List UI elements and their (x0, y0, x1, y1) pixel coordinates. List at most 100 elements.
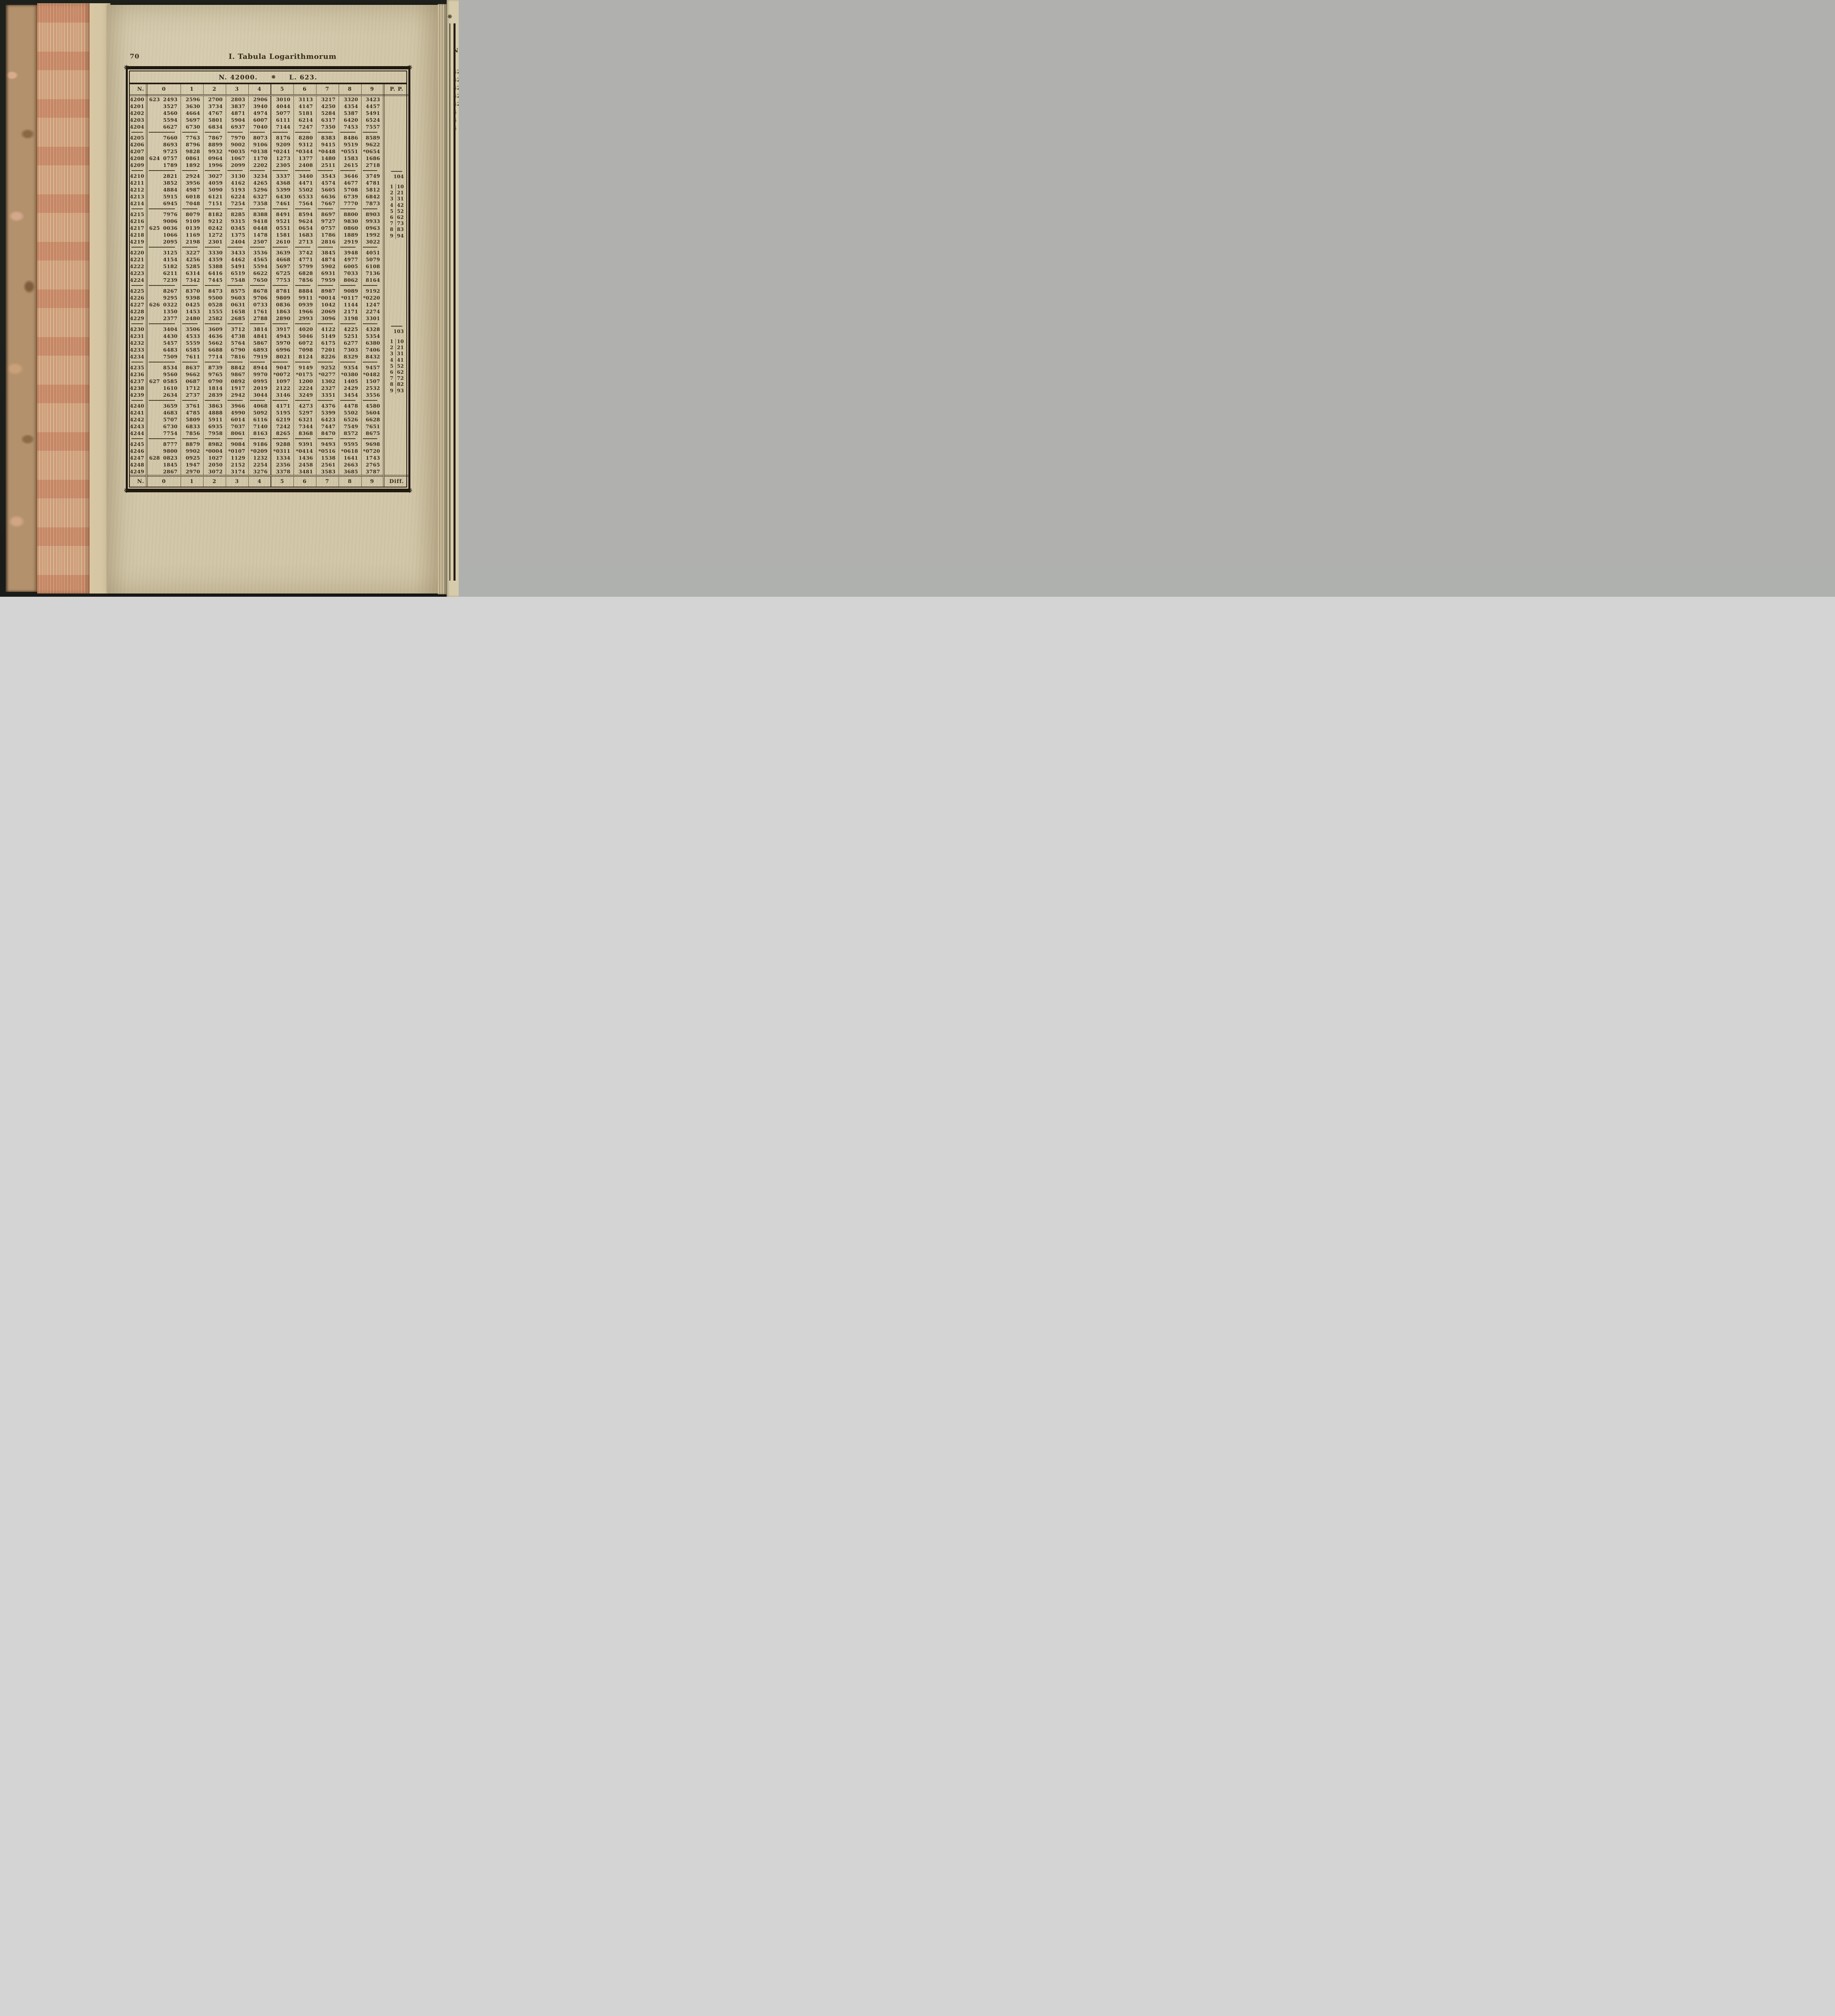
log-cell: *0516 (316, 448, 339, 454)
pp-part: 93 (397, 387, 404, 394)
running-title: I. Tabula Logarithmorum (229, 52, 337, 61)
log-cell: 7549 (339, 423, 362, 430)
log-cell: 1027 (203, 454, 226, 461)
log-cell: 0892 (226, 378, 249, 385)
table-row: 4217 625 0036 0139 0242 0345 0448 0551 0654 0757 0… (130, 225, 409, 231)
mantissa-prefix: 624 (149, 155, 160, 161)
log-cell: 7406 (361, 346, 385, 353)
log-cell: 4871 (226, 110, 249, 117)
log-cell: 1892 (181, 162, 204, 169)
pp-digit: 1 (385, 184, 396, 190)
log-cell: 4354 (339, 103, 362, 110)
log-cell: 2906 (248, 95, 271, 103)
log-cell: 1066 (147, 231, 181, 238)
log-cell: 3966 (226, 402, 249, 409)
log-cell: 2458 (293, 461, 316, 468)
table-row: 4213 5915 6018 6121 6224 6327 6430 6533 6636 6739… (130, 193, 409, 200)
log-cell: 1538 (316, 454, 339, 461)
column-footer-row: N. 0 1 2 3 4 5 6 7 8 9 Diff. (130, 475, 409, 487)
log-cell: 1375 (226, 231, 249, 238)
log-cell: 3712 (226, 326, 249, 333)
log-cell: 8594 (293, 211, 316, 218)
row-number: 4221 (130, 256, 148, 263)
table-row: 4235 8534 8637 8739 8842 8944 9047 9149 9252 9354… (130, 364, 409, 371)
log-cell: 9288 (271, 441, 294, 448)
log-cell: 7201 (316, 346, 339, 353)
log-cell: 0757 (316, 225, 339, 231)
row-number: 4234 (130, 353, 148, 360)
log-cell: 8265 (271, 430, 294, 437)
log-cell: 3454 (339, 392, 362, 398)
page-fore-edge-stripes (37, 3, 89, 594)
log-cell: 4225 (339, 326, 362, 333)
log-cell: 4668 (271, 256, 294, 263)
log-cell: 7254 (226, 200, 249, 207)
log-cell: 8575 (226, 287, 249, 294)
table-row: 4228 1350 1453 1555 1658 1761 1863 1966 2069 2171… (130, 308, 409, 315)
log-cell: *0117 (339, 294, 362, 301)
log-cell: 3440 (293, 173, 316, 179)
separator-dash (227, 170, 243, 171)
separator-dash (227, 132, 243, 133)
row-number: 4214 (130, 200, 148, 207)
log-cell: 7342 (181, 277, 204, 283)
log-cell: 4376 (316, 402, 339, 409)
log-cell: 627 0585 (147, 378, 181, 385)
log-cell: 7037 (226, 423, 249, 430)
log-cell: 8370 (181, 287, 204, 294)
log-cell: 9315 (226, 218, 249, 225)
row-number: 4233 (130, 346, 148, 353)
row-number: 4231 (130, 333, 148, 339)
separator-dash (149, 285, 175, 286)
footer-8: 8 (339, 475, 362, 487)
log-cell: 1350 (147, 308, 181, 315)
log-table: N. 0 1 2 3 4 5 6 7 8 9 P. P. (130, 84, 409, 487)
log-cell: 9295 (147, 294, 181, 301)
log-cell: 6739 (339, 193, 362, 200)
row-number: 4217 (130, 225, 148, 231)
pp-digit: 9 (385, 233, 396, 239)
log-cell: 2993 (293, 315, 316, 322)
pp-row: 6 62 (385, 215, 408, 221)
log-cell: 4059 (203, 179, 226, 186)
separator-dash (362, 285, 377, 286)
log-cell: 8470 (316, 430, 339, 437)
log-cell: 6214 (293, 117, 316, 123)
separator-dash (362, 247, 377, 248)
separator-dash (295, 285, 310, 286)
log-cell: 9312 (293, 141, 316, 148)
table-row: 4238 1610 1712 1814 1917 2019 2122 2224 2327 2429… (130, 385, 409, 392)
log-cell: 7098 (293, 346, 316, 353)
log-cell: 8473 (203, 287, 226, 294)
log-cell: 4974 (248, 110, 271, 117)
pp-digit: 1 (385, 339, 396, 345)
separator-dash (182, 285, 198, 286)
log-cell: 6321 (293, 416, 316, 423)
log-cell: 8739 (203, 364, 226, 371)
log-cell: *0072 (271, 371, 294, 378)
log-cell: 0687 (181, 378, 204, 385)
log-cell: 9149 (293, 364, 316, 371)
log-cell: *0209 (248, 448, 271, 454)
log-cell: 9932 (203, 148, 226, 155)
pp-part: 94 (397, 233, 404, 239)
log-cell: 2224 (293, 385, 316, 392)
log-cell: 8226 (316, 353, 339, 360)
log-cell: 626 0322 (147, 301, 181, 308)
log-cell: 8884 (293, 287, 316, 294)
table-row: 4200 623 2493 2596 2700 2803 2906 3010 3113 3217 3… (130, 95, 409, 394)
table-row: 4243 6730 6833 6935 7037 7140 7242 7344 7447 7549… (130, 423, 409, 430)
pp-row: 8 83 (385, 227, 408, 233)
log-cell: 5697 (271, 263, 294, 270)
footer-1: 1 (181, 475, 204, 487)
separator-dash (182, 132, 198, 133)
log-cell: *0220 (361, 294, 385, 301)
log-cell: 5387 (339, 110, 362, 117)
col-header-pp: P. P. (384, 84, 409, 96)
log-cell: 4683 (147, 409, 181, 416)
log-cell: 1067 (226, 155, 249, 162)
log-cell: 2171 (339, 308, 362, 315)
separator-dash (131, 400, 143, 401)
log-cell: 1917 (226, 385, 249, 392)
log-cell: 5079 (361, 256, 385, 263)
